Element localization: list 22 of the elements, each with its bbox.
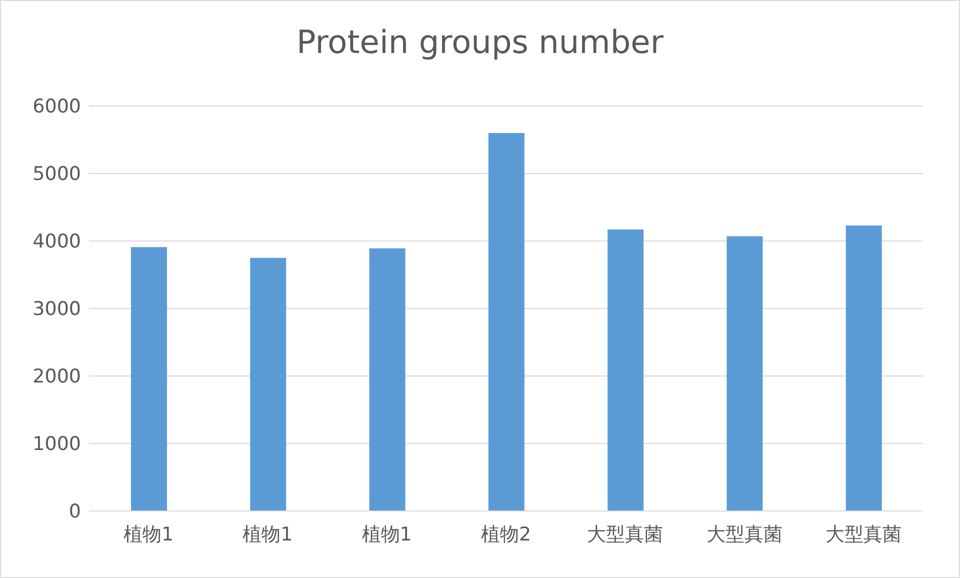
x-tick-label: 植物1 (242, 523, 293, 546)
x-tick-label: 植物2 (480, 523, 532, 546)
y-tick-label: 2000 (32, 366, 81, 388)
x-tick-label: 大型真菌 (825, 523, 902, 546)
x-tick-label: 植物1 (124, 523, 174, 546)
bar (250, 258, 286, 511)
bar (131, 247, 167, 511)
y-tick-label: 3000 (32, 298, 81, 320)
bar (726, 236, 763, 511)
bar (846, 225, 882, 511)
x-tick-label: 大型真菌 (587, 523, 664, 546)
x-tick-label: 大型真菌 (706, 523, 782, 546)
chart-title: Protein groups number (295, 23, 664, 61)
y-tick-label: 1000 (32, 433, 81, 456)
bar (369, 248, 406, 511)
y-tick-label: 4000 (32, 230, 81, 253)
y-tick-label: 6000 (32, 96, 81, 118)
bar (608, 230, 644, 511)
bar (488, 133, 524, 511)
x-tick-label: 植物1 (362, 523, 412, 546)
y-tick-label: 0 (68, 500, 81, 523)
y-tick-label: 5000 (32, 163, 81, 186)
